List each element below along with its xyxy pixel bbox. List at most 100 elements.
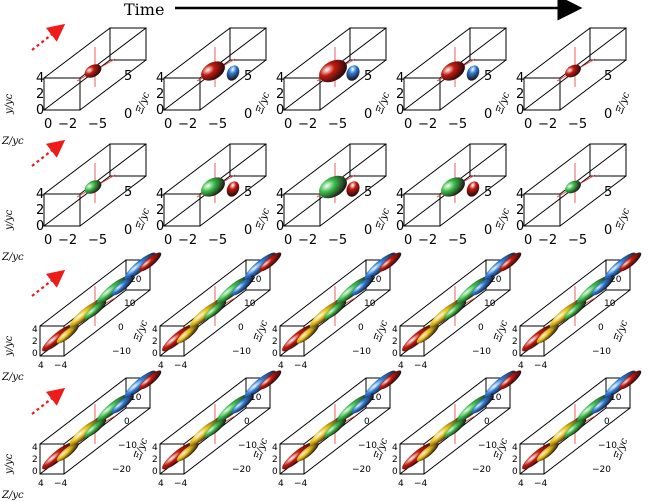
y-tick: 0 [512, 467, 518, 477]
xi-tick: 10 [604, 299, 616, 309]
xi-tick: 0 [484, 107, 492, 122]
structure-main [319, 59, 347, 83]
y-tick: 2 [32, 337, 38, 347]
z-tick: 4 [398, 361, 404, 371]
box-edge [159, 377, 247, 445]
box-edge [283, 27, 351, 79]
structure-streak [536, 324, 559, 344]
direction-arrow [31, 23, 66, 51]
structure-streak [351, 394, 374, 414]
xi-tick: −10 [472, 347, 491, 357]
y-tick: 4 [396, 187, 404, 202]
structure-secondary [466, 65, 480, 81]
y-tick: 4 [36, 187, 44, 202]
y-tick: 2 [156, 203, 164, 218]
y-tick: 0 [152, 467, 158, 477]
xi-tick: 20 [370, 275, 382, 285]
xi-tick: 20 [490, 275, 502, 285]
xi-tick: 10 [490, 393, 502, 403]
xi-tick: 5 [244, 185, 252, 200]
xi-axis-label: Ξ/yᴄ [614, 91, 632, 116]
y-tick: 2 [276, 203, 284, 218]
structure-streak [351, 276, 374, 296]
z-tick: 4 [158, 361, 164, 371]
y-tick: 2 [36, 203, 44, 218]
xi-tick: −20 [112, 465, 131, 475]
box-edge [543, 407, 631, 475]
xi-axis-label: Ξ/yᴄ [494, 207, 512, 232]
xi-tick: 0 [484, 223, 492, 238]
y-tick: 0 [516, 219, 524, 234]
structure-streak [416, 442, 439, 462]
structure-streak [111, 394, 134, 414]
xi-tick: 10 [244, 299, 256, 309]
box-edge [279, 259, 367, 327]
box-front [163, 193, 201, 227]
y-tick: 4 [32, 325, 38, 335]
xi-tick: 0 [244, 107, 252, 122]
box-back [589, 143, 627, 177]
x-tick: −5 [448, 233, 467, 248]
xi-axis-label: Ξ/yᴄ [134, 91, 152, 116]
y-tick: 2 [36, 87, 44, 102]
structure-main [84, 64, 102, 78]
y-tick: 4 [516, 71, 524, 86]
structure-streak [204, 418, 227, 438]
structure-streak [56, 324, 79, 344]
z-tick: −4 [294, 361, 308, 371]
z-tick: −2 [58, 233, 77, 248]
z-tick: −2 [298, 233, 317, 248]
y-tick: 2 [516, 203, 524, 218]
y-tick: 2 [396, 203, 404, 218]
y-tick: 0 [516, 103, 524, 118]
xi-tick: −20 [592, 465, 611, 475]
structure-secondary [226, 65, 240, 81]
xi-tick: 0 [364, 223, 372, 238]
box-front [43, 193, 81, 227]
structure-streak [324, 300, 347, 320]
y-axis-label: y/yᴄ [4, 209, 15, 231]
y-tick: 2 [512, 337, 518, 347]
box-edge [399, 377, 487, 445]
z-tick: 0 [284, 233, 292, 248]
box-edge [79, 59, 147, 111]
z-tick: 4 [278, 479, 284, 489]
y-tick: 4 [152, 325, 158, 335]
xi-tick: 0 [124, 107, 132, 122]
box-edge [439, 59, 507, 111]
xi-tick: 5 [604, 69, 612, 84]
box-edge [303, 289, 391, 357]
z-tick: 4 [278, 361, 284, 371]
box-back [229, 143, 267, 177]
xi-tick: −10 [118, 441, 137, 451]
z-axis-label: Z/yᴄ [1, 490, 24, 501]
y-tick: 2 [392, 337, 398, 347]
xi-tick: 0 [118, 323, 124, 333]
y-tick: 0 [392, 467, 398, 477]
y-tick: 4 [516, 187, 524, 202]
y-tick: 0 [32, 467, 38, 477]
xi-tick: 5 [124, 185, 132, 200]
z-tick: 4 [158, 479, 164, 489]
z-tick: 0 [404, 117, 412, 132]
xi-tick: −10 [112, 347, 131, 357]
xi-tick: 0 [124, 417, 130, 427]
y-axis-label: y/yᴄ [4, 335, 15, 357]
box-front [39, 443, 65, 475]
xi-axis-label: Ξ/yᴄ [372, 319, 390, 344]
direction-arrow [31, 269, 66, 297]
xi-tick: 5 [364, 69, 372, 84]
x-tick: −5 [328, 117, 347, 132]
xi-tick: 5 [364, 185, 372, 200]
structure-streak [619, 370, 642, 390]
structure-main [565, 180, 581, 194]
xi-axis-label: Ξ/yᴄ [254, 207, 272, 232]
y-tick: 2 [152, 455, 158, 465]
z-tick: −4 [534, 361, 548, 371]
box-edge [63, 407, 151, 475]
xi-tick: −10 [478, 441, 497, 451]
structure-streak [231, 394, 254, 414]
